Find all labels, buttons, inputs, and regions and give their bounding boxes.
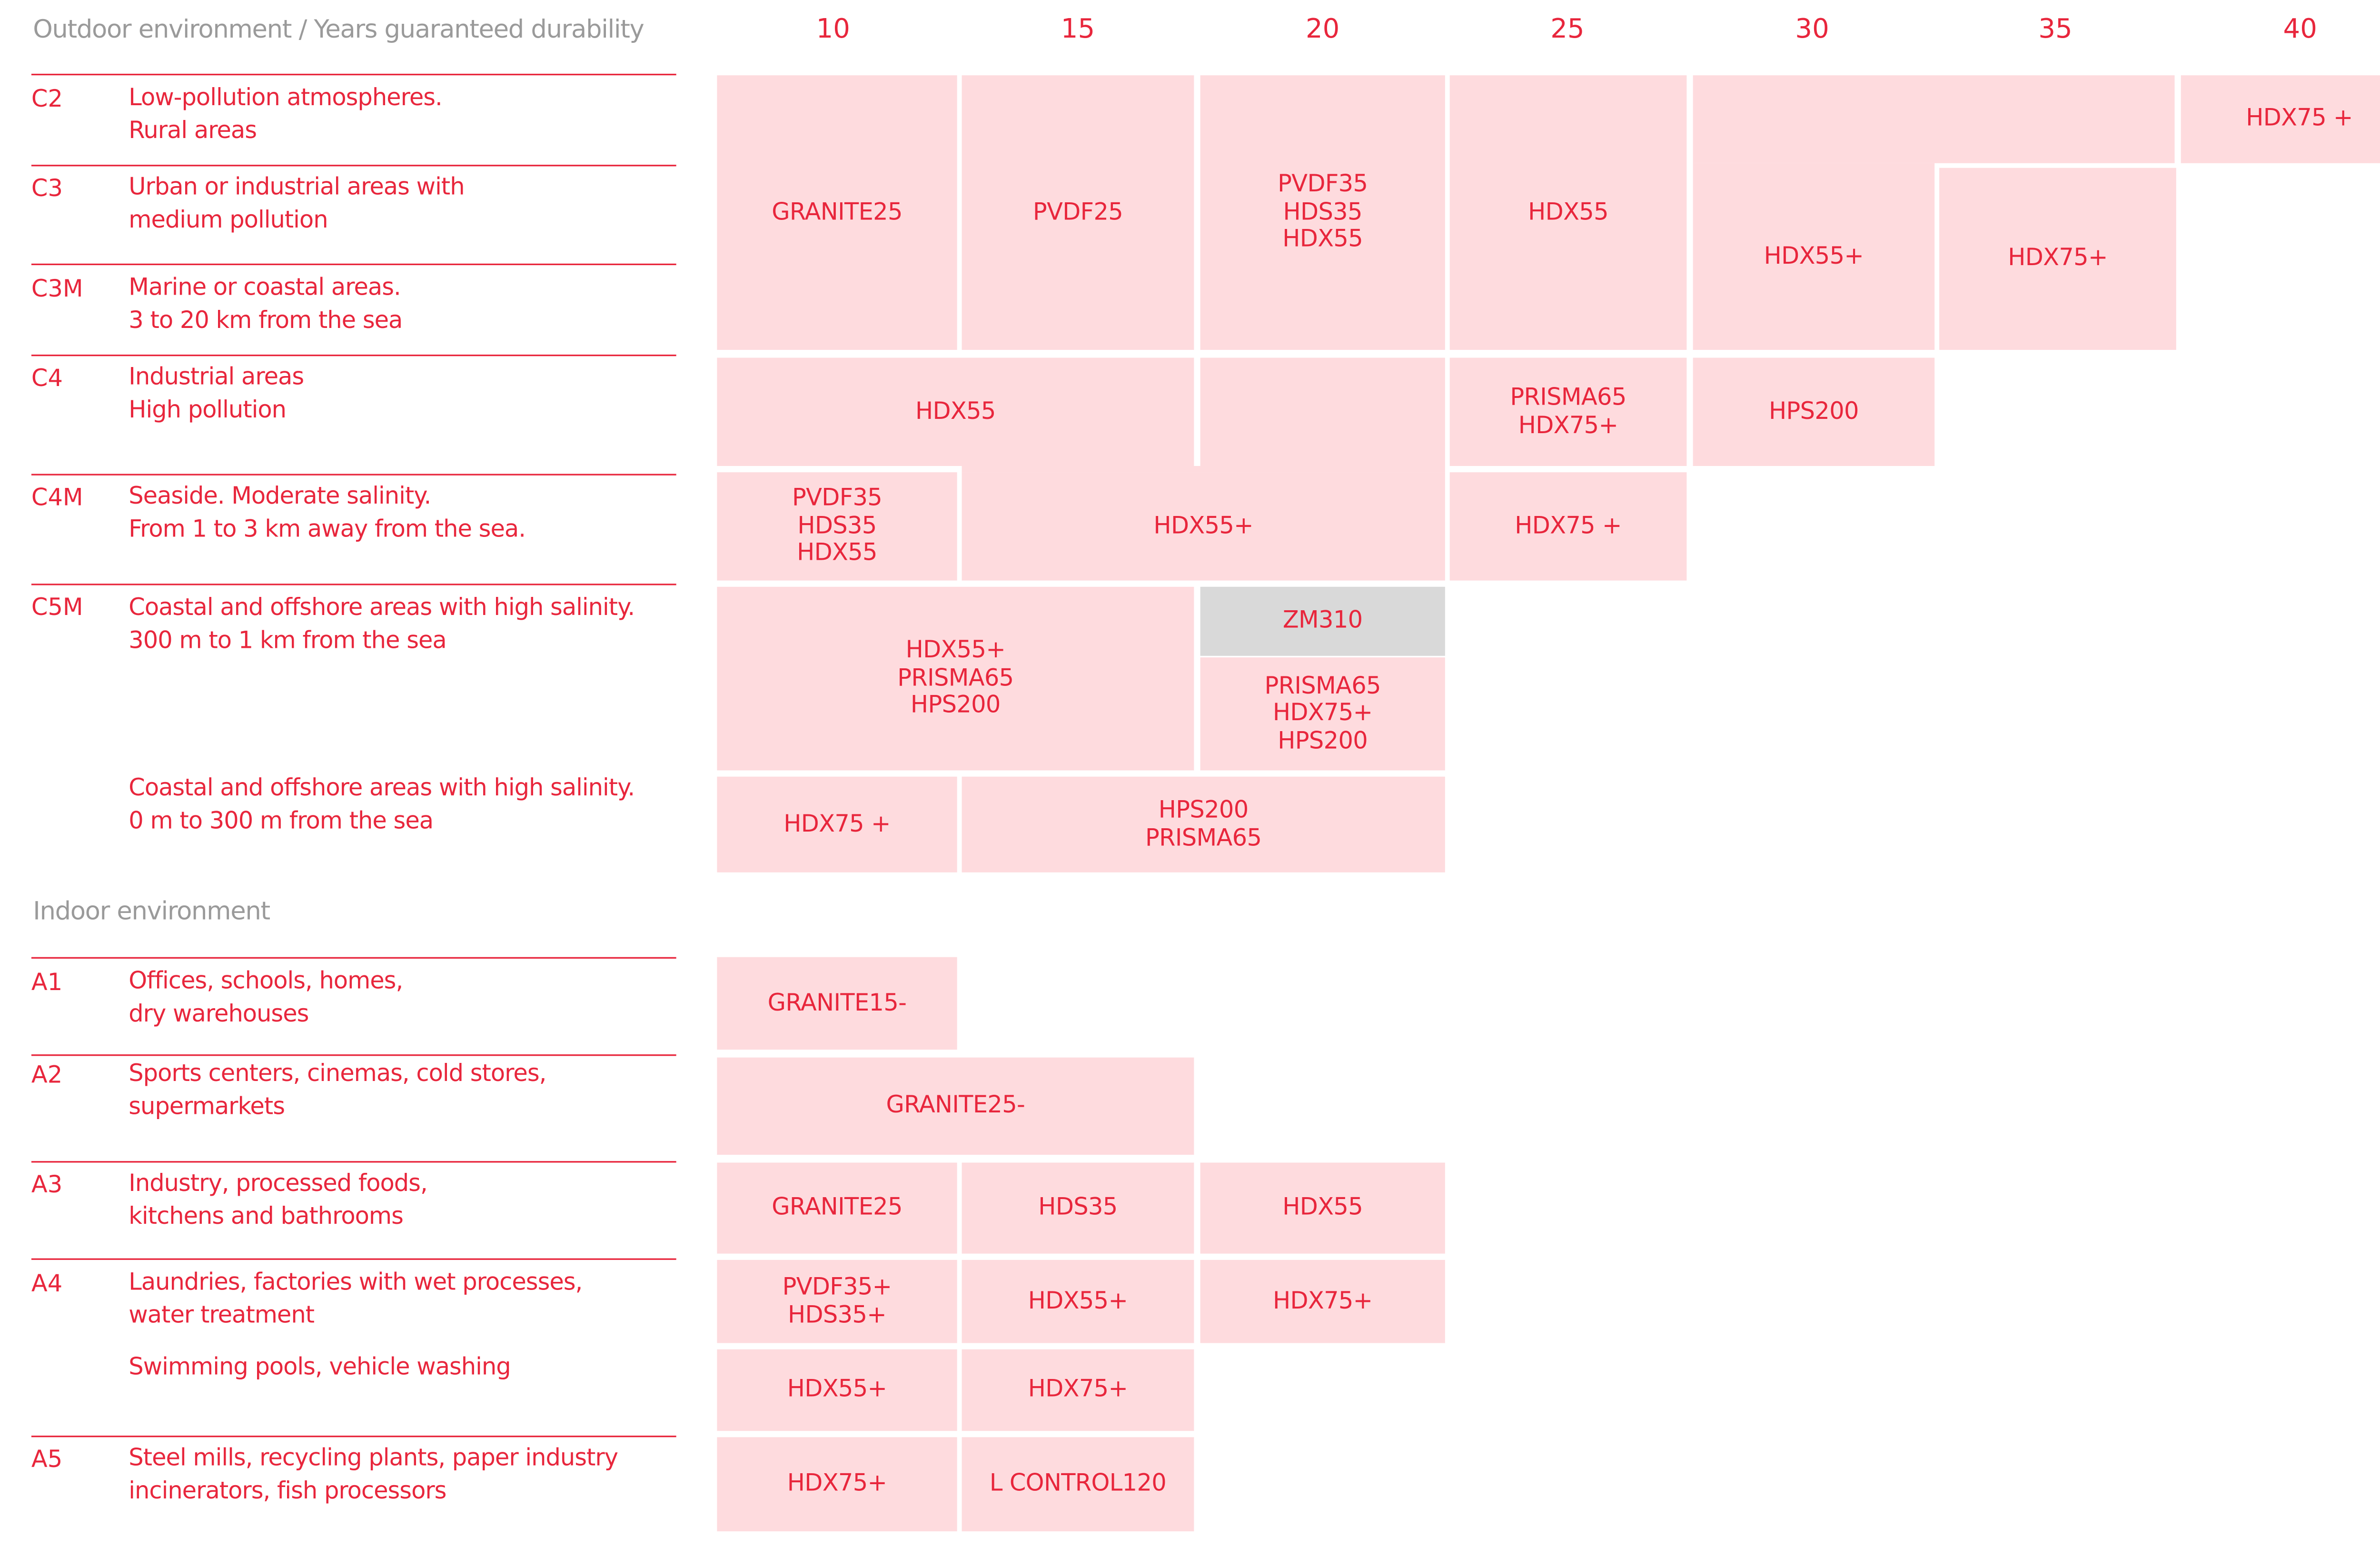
coating-cell [1693, 75, 2175, 163]
row-code: A4 [31, 1269, 63, 1298]
row-divider [31, 263, 676, 266]
outdoor-header: Outdoor environment / Years guaranteed d… [33, 14, 645, 44]
coating-cell: PVDF35 HDS35 HDX55 [1200, 75, 1445, 350]
year-30: 30 [1795, 14, 1829, 46]
row-description: Sports centers, cinemas, cold stores, su… [129, 1059, 546, 1121]
coating-cell [962, 466, 1445, 473]
row-code: C4M [31, 483, 83, 512]
row-description: Swimming pools, vehicle washing [129, 1352, 511, 1381]
row-description: Seaside. Moderate salinity. From 1 to 3 … [129, 481, 526, 543]
coating-cell: HDX75+ [962, 1349, 1194, 1431]
coating-cell: L CONTROL120 [962, 1437, 1194, 1532]
row-divider [31, 474, 676, 476]
row-divider [31, 1258, 676, 1260]
coating-cell: PVDF25 [962, 75, 1194, 350]
coating-cell [1200, 357, 1445, 466]
coating-cell: HDX75+ [1200, 1259, 1445, 1343]
year-10: 10 [816, 14, 850, 46]
row-description: Steel mills, recycling plants, paper ind… [129, 1443, 618, 1505]
row-divider [31, 165, 676, 167]
coating-cell: HDX75 + [717, 776, 957, 873]
year-15: 15 [1061, 14, 1095, 46]
row-description: Industry, processed foods, kitchens and … [129, 1169, 427, 1230]
row-code: C3M [31, 274, 83, 303]
row-description: Offices, schools, homes, dry warehouses [129, 966, 403, 1028]
row-code: A5 [31, 1445, 63, 1474]
row-description: Marine or coastal areas. 3 to 20 km from… [129, 273, 403, 335]
coating-cell: HDX75+ [717, 1437, 957, 1532]
row-description: Coastal and offshore areas with high sal… [129, 774, 635, 835]
coating-cell: HPS200 PRISMA65 [962, 776, 1445, 873]
row-divider [31, 1054, 676, 1056]
row-divider [31, 1436, 676, 1438]
coating-cell: HDX55+ [717, 1349, 957, 1431]
coating-cell: HDX55+ [962, 472, 1445, 581]
coating-cell: HDX55 [717, 357, 1194, 466]
year-35: 35 [2038, 14, 2073, 46]
row-code: C3 [31, 174, 63, 203]
row-divider [31, 354, 676, 357]
coating-cell: GRANITE25 [717, 1162, 957, 1254]
row-divider [31, 584, 676, 585]
indoor-header: Indoor environment [33, 896, 270, 926]
row-description: Low-pollution atmospheres. Rural areas [129, 83, 443, 145]
coating-cell: GRANITE25- [717, 1057, 1194, 1155]
row-divider [31, 1161, 676, 1163]
coating-cell: HDS35 [962, 1162, 1194, 1254]
row-code: A1 [31, 968, 63, 997]
coating-cell: HDX75 + [1449, 472, 1687, 581]
coating-cell: PRISMA65 HDX75+ HPS200 [1200, 657, 1445, 771]
coating-cell: HDX75+ [1939, 168, 2176, 350]
row-code: C5M [31, 593, 83, 622]
coating-cell: HDX55+ [1693, 163, 1935, 350]
year-20: 20 [1306, 14, 1340, 46]
coating-cell: HPS200 [1693, 357, 1935, 466]
row-description: Industrial areas High pollution [129, 362, 304, 424]
coating-cell: HDX75 + [2181, 75, 2380, 163]
coating-cell: PVDF35 HDS35 HDX55 [717, 472, 957, 581]
coating-cell: GRANITE25 [717, 75, 957, 350]
coating-cell: HDX55 [1200, 1162, 1445, 1254]
coating-cell: GRANITE15- [717, 957, 957, 1050]
year-25: 25 [1550, 14, 1585, 46]
coating-cell: HDX55 [1449, 75, 1687, 350]
coating-cell: ZM310 [1200, 586, 1445, 656]
coating-cell: PVDF35+ HDS35+ [717, 1259, 957, 1343]
row-code: C2 [31, 84, 63, 113]
coating-cell: HDX55+ [962, 1259, 1194, 1343]
row-description: Urban or industrial areas with medium po… [129, 172, 465, 234]
coating-cell: PRISMA65 HDX75+ [1449, 357, 1687, 466]
row-divider [31, 957, 676, 959]
row-description: Laundries, factories with wet processes,… [129, 1268, 583, 1329]
row-code: A3 [31, 1170, 63, 1199]
row-code: C4 [31, 364, 63, 393]
coating-cell: HDX55+ PRISMA65 HPS200 [717, 586, 1194, 771]
row-code: A2 [31, 1061, 63, 1089]
row-divider [31, 73, 676, 76]
row-description: Coastal and offshore areas with high sal… [129, 593, 635, 654]
year-40: 40 [2283, 14, 2317, 46]
